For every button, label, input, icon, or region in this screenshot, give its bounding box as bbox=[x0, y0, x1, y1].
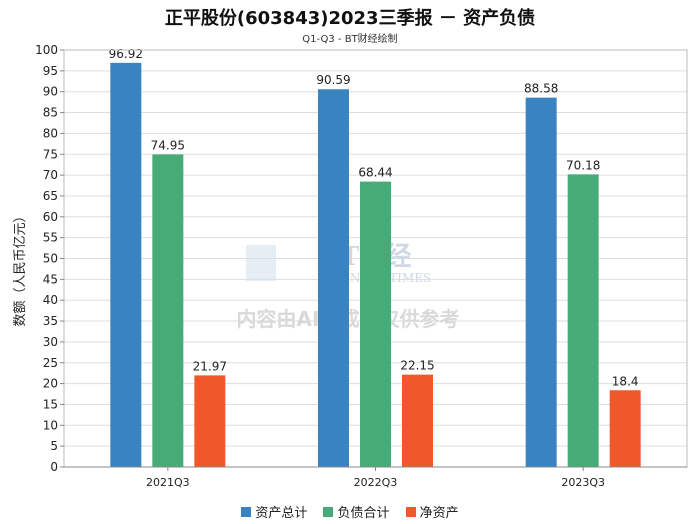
bar bbox=[609, 390, 641, 467]
y-tick-label: 15 bbox=[43, 397, 58, 411]
chart-title: 正平股份(603843)2023三季报 － 资产负债 bbox=[164, 8, 536, 29]
y-tick-label: 45 bbox=[43, 272, 58, 286]
y-tick-label: 10 bbox=[43, 418, 58, 432]
y-tick-label: 35 bbox=[43, 314, 58, 328]
data-label: 96.92 bbox=[109, 47, 143, 61]
y-tick-label: 90 bbox=[43, 85, 58, 99]
y-axis-label: 数额（人民币亿元） bbox=[13, 209, 28, 326]
y-tick-label: 95 bbox=[43, 64, 58, 78]
legend-item-liabilities: 负债合计 bbox=[323, 502, 390, 521]
legend-label-assets: 资产总计 bbox=[255, 506, 308, 521]
data-label: 74.95 bbox=[151, 138, 185, 152]
legend-swatch-net-assets bbox=[405, 506, 416, 517]
legend-swatch-assets bbox=[241, 506, 252, 517]
y-tick-label: 30 bbox=[43, 335, 58, 349]
y-tick-label: 85 bbox=[43, 106, 58, 120]
bar bbox=[152, 154, 184, 467]
bar bbox=[318, 89, 349, 468]
y-tick-label: 70 bbox=[43, 168, 58, 182]
y-tick-label: 0 bbox=[50, 460, 58, 474]
data-label: 21.97 bbox=[193, 359, 227, 373]
legend-label-liabilities: 负债合计 bbox=[337, 506, 390, 521]
data-label: 22.15 bbox=[400, 359, 434, 373]
bar bbox=[525, 97, 557, 467]
data-label: 68.44 bbox=[358, 166, 392, 180]
legend-item-net-assets: 净资产 bbox=[405, 502, 459, 521]
x-tick-label: 2021Q3 bbox=[146, 476, 190, 489]
y-tick-label: 60 bbox=[43, 210, 58, 224]
bars: 96.92 74.95 21.97 90.59 68.44 22.15 88.58 70.18… bbox=[109, 47, 641, 468]
y-tick-label: 5 bbox=[50, 439, 58, 453]
legend: 资产总计 负债合计 净资产 bbox=[0, 502, 700, 521]
y-tick-label: 20 bbox=[43, 377, 58, 391]
data-label: 88.58 bbox=[524, 82, 558, 96]
data-label: 90.59 bbox=[316, 73, 350, 87]
chart-subtitle: Q1-Q3 - BT财经绘制 bbox=[302, 34, 398, 45]
y-tick-label: 80 bbox=[43, 126, 58, 140]
y-tick-label: 40 bbox=[43, 293, 58, 307]
legend-label-net-assets: 净资产 bbox=[419, 506, 459, 521]
x-tick-label: 2023Q3 bbox=[561, 476, 605, 489]
y-tick-label: 65 bbox=[43, 189, 58, 203]
y-tick-label: 100 bbox=[35, 43, 58, 57]
bar bbox=[110, 62, 142, 468]
bar bbox=[194, 375, 226, 467]
legend-swatch-liabilities bbox=[323, 506, 334, 517]
y-tick-label: 75 bbox=[43, 147, 58, 161]
x-tick-label: 2022Q3 bbox=[354, 476, 398, 489]
bar bbox=[360, 181, 391, 467]
y-tick-label: 50 bbox=[43, 252, 58, 266]
legend-item-assets: 资产总计 bbox=[241, 502, 307, 521]
axes: 0 5 10 15 20 25 30 35 40 45 50 55 60 65 70 75 80 85 90 95 10… bbox=[35, 43, 688, 489]
y-tick-label: 55 bbox=[43, 231, 58, 245]
data-label: 18.4 bbox=[612, 374, 639, 388]
bar bbox=[402, 374, 433, 467]
bar bbox=[567, 174, 599, 467]
y-tick-label: 25 bbox=[43, 356, 58, 370]
data-label: 70.18 bbox=[566, 158, 600, 172]
watermark-logo-mark bbox=[246, 245, 276, 281]
